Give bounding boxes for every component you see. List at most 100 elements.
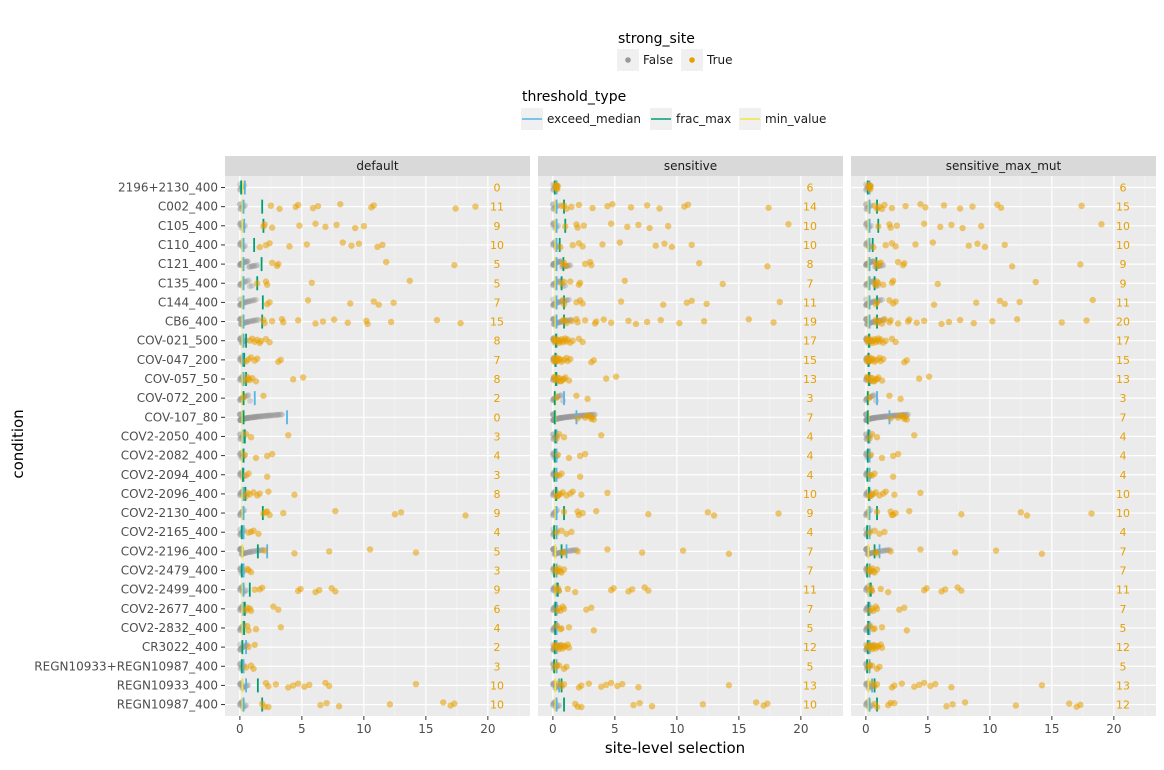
strong-site-point — [619, 680, 626, 688]
strong-site-point — [581, 317, 589, 324]
strong-site-point — [303, 241, 311, 248]
strong-site-point — [881, 528, 888, 536]
weak-site-point — [246, 414, 253, 421]
weak-site-point — [243, 298, 250, 305]
strong-site-point — [949, 701, 956, 708]
y-tick-label: COV-072_200 — [137, 391, 218, 405]
strong-site-point — [897, 395, 904, 403]
strong-site-point — [1083, 317, 1090, 324]
strong-site-point — [599, 241, 606, 248]
weak-site-point — [566, 413, 573, 420]
strong-site-point — [901, 260, 908, 267]
strong-site-count-label: 12 — [803, 641, 817, 654]
strong-site-count-label: 12 — [1116, 641, 1130, 654]
strong-site-count-label: 5 — [494, 277, 501, 290]
weak-site-point — [558, 414, 565, 421]
y-axis: 2196+2130_400 C002_400 C105_400 C110_400 C12… — [34, 181, 225, 712]
strong-site-point — [263, 473, 271, 480]
weak-site-point — [265, 412, 272, 419]
strong-site-count-label: 13 — [1116, 679, 1130, 692]
strong-site-point — [725, 550, 733, 557]
weak-site-point — [567, 547, 574, 554]
strong-site-point — [567, 355, 574, 363]
weak-site-point — [247, 397, 254, 404]
strong-site-point — [875, 223, 882, 230]
strong-site-point — [565, 644, 573, 651]
strong-site-point — [912, 241, 919, 248]
strong-site-count-label: 8 — [494, 488, 501, 501]
weak-site-point — [565, 413, 572, 420]
weak-site-point — [249, 282, 256, 289]
strong-site-point — [745, 316, 752, 323]
y-tick-label: COV2-2165_400 — [121, 525, 218, 539]
strong-site-point — [574, 703, 581, 710]
strong-site-point — [579, 509, 586, 517]
strong-site-point — [607, 679, 615, 687]
strong-site-point — [289, 376, 297, 383]
strong-site-point — [940, 202, 948, 209]
strong-site-point — [699, 701, 707, 708]
strong-site-count-label: 7 — [807, 545, 814, 558]
strong-site-point — [553, 471, 560, 478]
weak-site-point — [562, 414, 569, 421]
strong-site-point — [635, 683, 642, 691]
strong-site-point — [878, 644, 886, 651]
strong-site-point — [695, 260, 703, 267]
strong-site-count-label: 11 — [1116, 296, 1130, 309]
weak-site-point — [249, 414, 256, 421]
strong-site-point — [958, 511, 965, 518]
weak-site-point — [561, 414, 568, 421]
strong-site-point — [923, 585, 930, 592]
strong-site-point — [390, 299, 397, 306]
x-tick-label: 15 — [1044, 722, 1059, 736]
strong-site-point — [256, 586, 263, 593]
weak-site-point — [876, 414, 883, 421]
facet-panel-sensitive-max-mut: sensitive_max_mut 0 5 10 15 20 6 15 10 10 9 9 11 20 17… — [851, 156, 1156, 736]
strong-site-count-label: 10 — [803, 220, 817, 233]
strong-site-point — [958, 587, 965, 594]
strong-site-point — [997, 204, 1005, 211]
facet-strip — [851, 156, 1156, 176]
strong-site-point — [775, 510, 782, 517]
strong-site-point — [462, 512, 469, 519]
strong-site-point — [560, 375, 568, 383]
strong-site-point — [560, 605, 568, 613]
weak-site-point — [274, 411, 281, 418]
strong-site-point — [871, 569, 878, 576]
strong-site-point — [870, 490, 877, 498]
strong-site-point — [866, 661, 873, 669]
strong-site-point — [1001, 300, 1008, 308]
strong-site-point — [598, 683, 605, 690]
x-tick-label: 0 — [549, 722, 557, 736]
strong-site-point — [593, 318, 600, 325]
strong-site-point — [917, 546, 924, 553]
weak-site-point — [247, 548, 254, 555]
weak-site-point — [252, 413, 259, 420]
strong-site-point — [866, 394, 873, 401]
strong-site-point — [276, 205, 283, 212]
strong-site-count-label: 4 — [807, 430, 814, 443]
weak-site-point — [273, 412, 280, 419]
strong-site-count-label: 14 — [803, 201, 817, 214]
strong-site-point — [252, 454, 260, 462]
strong-site-point — [347, 300, 354, 307]
strong-site-count-label: 9 — [1120, 277, 1127, 290]
strong-site-point — [981, 243, 989, 251]
weak-site-point — [243, 319, 250, 326]
weak-site-point — [275, 411, 282, 418]
strong-site-point — [876, 663, 883, 670]
strong-site-point — [1038, 550, 1046, 557]
strong-site-point — [563, 663, 570, 670]
strong-site-point — [574, 224, 581, 231]
strong-site-count-label: 6 — [807, 182, 814, 195]
weak-site-point — [569, 547, 576, 554]
strong-site-point — [887, 415, 894, 422]
strong-site-point — [915, 375, 923, 382]
strong-site-point — [240, 394, 247, 401]
strong-site-point — [387, 318, 395, 326]
strong-site-point — [770, 319, 777, 326]
strong-site-point — [610, 585, 617, 592]
strong-site-point — [576, 473, 584, 480]
strong-site-point — [891, 682, 898, 689]
